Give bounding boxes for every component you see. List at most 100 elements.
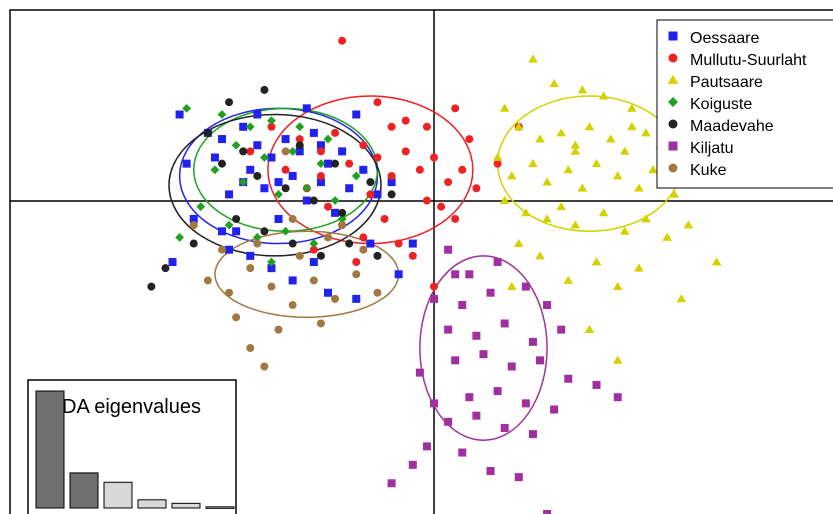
point-kiljatu bbox=[486, 466, 495, 475]
point-pautsaare bbox=[549, 79, 559, 88]
point-oessaare bbox=[295, 147, 304, 156]
eigenvalue-bar bbox=[69, 472, 99, 509]
point-mullutu-suurlaht bbox=[281, 165, 290, 174]
point-kiljatu bbox=[472, 411, 481, 420]
point-maadevahe bbox=[387, 190, 396, 199]
point-maadevahe bbox=[338, 208, 347, 217]
point-pautsaare bbox=[669, 189, 680, 198]
point-oessaare bbox=[302, 104, 311, 113]
point-kiljatu bbox=[458, 448, 467, 457]
point-mullutu-suurlaht bbox=[387, 122, 396, 131]
point-pautsaare bbox=[612, 355, 623, 364]
point-kuke bbox=[288, 214, 297, 223]
point-koiguste bbox=[231, 140, 241, 150]
point-oessaare bbox=[394, 270, 403, 279]
point-maadevahe bbox=[366, 178, 375, 187]
point-kiljatu bbox=[564, 374, 573, 383]
point-pautsaare bbox=[683, 220, 694, 229]
point-kuke bbox=[246, 344, 255, 353]
point-kiljatu bbox=[415, 368, 424, 377]
point-maadevahe bbox=[260, 227, 269, 236]
point-maadevahe bbox=[281, 184, 290, 193]
point-pautsaare bbox=[627, 122, 637, 131]
point-kuke bbox=[309, 276, 318, 285]
point-kiljatu bbox=[500, 319, 509, 328]
point-mullutu-suurlaht bbox=[458, 165, 467, 174]
point-kuke bbox=[260, 362, 269, 371]
point-koiguste bbox=[351, 171, 361, 181]
point-mullutu-suurlaht bbox=[366, 190, 375, 199]
point-pautsaare bbox=[528, 158, 538, 168]
point-pautsaare bbox=[535, 134, 545, 143]
point-pautsaare bbox=[612, 281, 623, 291]
point-mullutu-suurlaht bbox=[430, 282, 438, 291]
point-koiguste bbox=[210, 165, 220, 175]
point-kuke bbox=[225, 288, 234, 297]
point-kiljatu bbox=[422, 442, 431, 451]
point-maadevahe bbox=[147, 282, 156, 291]
point-maadevahe bbox=[189, 239, 198, 248]
point-koiguste bbox=[302, 183, 312, 193]
point-kiljatu bbox=[430, 294, 438, 303]
point-pautsaare bbox=[711, 257, 722, 266]
point-maadevahe bbox=[345, 239, 354, 248]
point-koiguste bbox=[267, 257, 276, 267]
point-koiguste bbox=[330, 196, 340, 205]
point-kiljatu bbox=[408, 460, 417, 469]
point-mullutu-suurlaht bbox=[493, 159, 502, 168]
point-mullutu-suurlaht bbox=[295, 135, 304, 144]
point-pautsaare bbox=[570, 146, 581, 155]
legend: Oessaare Mullutu-Suurlaht Pautsaare Koigust… bbox=[656, 19, 833, 189]
point-oessaare bbox=[288, 276, 297, 285]
point-maadevahe bbox=[331, 159, 340, 168]
point-oessaare bbox=[253, 110, 262, 119]
point-mullutu-suurlaht bbox=[401, 147, 410, 156]
point-pautsaare bbox=[556, 128, 566, 137]
point-pautsaare bbox=[591, 158, 602, 168]
point-maadevahe bbox=[239, 147, 248, 156]
point-pautsaare bbox=[514, 238, 524, 247]
point-maadevahe bbox=[309, 196, 318, 205]
legend-marker-maadevahe bbox=[668, 119, 678, 129]
point-mullutu-suurlaht bbox=[444, 178, 453, 187]
point-maadevahe bbox=[218, 159, 226, 168]
point-maadevahe bbox=[288, 239, 297, 248]
point-kuke bbox=[246, 264, 255, 273]
point-pautsaare bbox=[570, 140, 581, 149]
point-kiljatu bbox=[493, 258, 502, 266]
point-mullutu-suurlaht bbox=[394, 239, 403, 248]
point-pautsaare bbox=[620, 226, 630, 235]
point-pautsaare bbox=[506, 281, 517, 291]
point-mullutu-suurlaht bbox=[352, 258, 361, 266]
point-kiljatu bbox=[387, 479, 396, 488]
eigenvalues-inset: DA eigenvalues bbox=[27, 379, 237, 514]
point-oessaare bbox=[324, 288, 332, 297]
point-oessaare bbox=[218, 135, 226, 144]
point-pautsaare bbox=[662, 232, 672, 241]
point-kiljatu bbox=[451, 356, 460, 365]
point-kuke bbox=[373, 288, 382, 297]
point-oessaare bbox=[352, 110, 361, 119]
point-kuke bbox=[359, 245, 368, 254]
legend-marker-kiljatu bbox=[668, 141, 678, 151]
point-pautsaare bbox=[620, 146, 630, 155]
point-oessaare bbox=[352, 294, 361, 303]
point-oessaare bbox=[309, 258, 318, 266]
eigenvalue-bar bbox=[35, 390, 65, 509]
point-oessaare bbox=[267, 264, 276, 273]
legend-marker-koiguste bbox=[668, 97, 678, 107]
point-kuke bbox=[295, 251, 304, 260]
point-kuke bbox=[338, 221, 347, 230]
point-pautsaare bbox=[584, 122, 595, 131]
point-oessaare bbox=[225, 190, 234, 199]
point-mullutu-suurlaht bbox=[373, 153, 382, 162]
point-pautsaare bbox=[535, 251, 545, 260]
point-kuke bbox=[281, 147, 290, 156]
point-oessaare bbox=[387, 178, 396, 187]
point-pautsaare bbox=[634, 263, 644, 272]
eigenvalue-bar bbox=[103, 481, 133, 509]
point-kiljatu bbox=[444, 245, 453, 254]
point-mullutu-suurlaht bbox=[267, 122, 276, 131]
point-kuke bbox=[324, 233, 332, 242]
point-koiguste bbox=[323, 134, 333, 144]
